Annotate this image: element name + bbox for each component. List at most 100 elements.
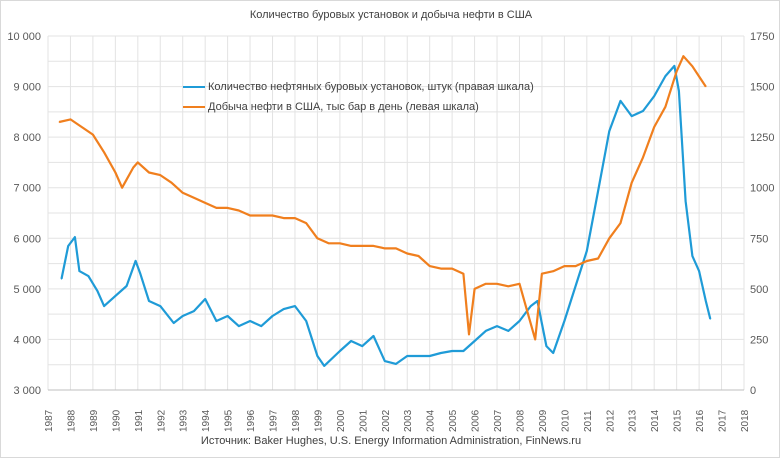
data-point-production — [283, 217, 285, 219]
data-point-production — [451, 268, 453, 270]
data-point-rigs — [597, 190, 599, 192]
data-point-rigs — [485, 330, 487, 332]
legend-swatch-production — [183, 106, 205, 108]
data-point-rigs — [563, 320, 565, 322]
x-tick-label: 1992 — [156, 409, 167, 432]
data-point-rigs — [78, 270, 81, 272]
x-tick-label: 2004 — [426, 409, 437, 432]
data-point-production — [249, 214, 251, 217]
y-right-tick-label: 500 — [750, 284, 768, 296]
data-point-production — [339, 242, 341, 244]
x-tick-label: 2001 — [358, 409, 369, 432]
data-point-rigs — [103, 305, 105, 307]
series-line-production — [58, 55, 707, 341]
data-point-production — [227, 207, 229, 209]
data-point-production — [114, 171, 116, 174]
data-point-rigs — [653, 95, 655, 97]
data-point-production — [305, 222, 307, 224]
data-point-production — [496, 283, 498, 285]
data-point-rigs — [249, 320, 251, 322]
data-point-production — [406, 252, 408, 255]
data-point-rigs — [518, 320, 521, 322]
data-point-rigs — [227, 315, 229, 317]
x-tick-label: 2011 — [583, 410, 594, 432]
data-point-rigs — [87, 275, 90, 277]
data-point-production — [653, 126, 655, 128]
data-point-production — [238, 209, 240, 212]
x-tick-label: 2003 — [403, 409, 414, 432]
x-tick-label: 2006 — [471, 409, 482, 432]
x-tick-label: 2018 — [740, 409, 751, 432]
data-point-rigs — [642, 110, 644, 112]
source-note: Источник: Baker Hughes, U.S. Energy Info… — [200, 435, 582, 447]
y-left-tick-label: 3 000 — [13, 385, 41, 397]
data-point-production — [682, 55, 684, 57]
data-point-rigs — [125, 285, 128, 287]
y-right-tick-label: 1250 — [750, 132, 774, 144]
data-point-production — [468, 333, 470, 335]
data-point-rigs — [114, 295, 116, 297]
data-point-production — [541, 273, 543, 275]
data-point-rigs — [350, 340, 352, 342]
x-tick-label: 2009 — [538, 409, 549, 432]
x-tick-label: 1987 — [44, 409, 55, 432]
data-point-rigs — [552, 352, 554, 354]
data-point-rigs — [451, 350, 453, 352]
data-point-production — [507, 285, 509, 287]
data-point-rigs — [406, 355, 408, 357]
data-point-production — [473, 288, 476, 290]
data-point-rigs — [283, 308, 285, 310]
data-point-rigs — [148, 300, 150, 302]
data-point-production — [462, 273, 464, 275]
data-point-production — [316, 237, 319, 239]
data-point-rigs — [139, 272, 141, 274]
data-point-rigs — [705, 300, 707, 302]
data-point-production — [361, 245, 363, 247]
x-tick-label: 2014 — [650, 409, 661, 432]
data-point-rigs — [173, 322, 175, 324]
x-tick-label: 2012 — [605, 409, 616, 432]
y-right-tick-label: 250 — [750, 334, 768, 346]
data-point-production — [132, 166, 134, 169]
data-point-production — [81, 126, 83, 128]
chart-title: Количество буровых установок и добыча не… — [249, 9, 533, 21]
data-point-rigs — [60, 278, 63, 280]
data-point-rigs — [305, 320, 307, 322]
data-point-rigs — [698, 270, 700, 272]
data-point-rigs — [361, 345, 363, 347]
data-point-production — [619, 222, 622, 224]
data-point-rigs — [215, 320, 217, 322]
legend: Количество нефтяных буровых установок, ш… — [183, 77, 534, 117]
data-point-rigs — [575, 285, 577, 287]
data-point-rigs — [204, 298, 206, 300]
data-point-production — [705, 85, 707, 88]
x-tick-label: 2002 — [381, 409, 392, 432]
data-point-production — [563, 265, 565, 267]
data-point-rigs — [673, 65, 676, 67]
y-left-tick-label: 9 000 — [13, 82, 41, 94]
x-tick-label: 1996 — [246, 409, 257, 432]
data-point-rigs — [631, 115, 633, 117]
data-point-production — [518, 283, 521, 285]
data-point-rigs — [74, 236, 76, 238]
data-point-rigs — [193, 310, 195, 312]
data-point-production — [429, 265, 431, 267]
data-point-production — [534, 338, 536, 341]
y-left-tick-label: 5 000 — [13, 284, 41, 296]
y-left-tick-label: 4 000 — [13, 334, 41, 346]
data-point-rigs — [67, 245, 69, 247]
data-point-production — [608, 237, 610, 239]
x-tick-label: 2007 — [493, 409, 504, 432]
series-line-rigs — [60, 64, 712, 367]
x-tick-label: 2010 — [560, 409, 571, 432]
data-point-production — [121, 187, 123, 189]
data-point-production — [215, 207, 217, 209]
x-tick-label: 2005 — [448, 409, 459, 432]
data-point-production — [328, 242, 330, 244]
y-right-tick-label: 750 — [750, 233, 768, 245]
x-tick-label: 1989 — [89, 409, 100, 432]
x-tick-label: 1995 — [224, 409, 235, 432]
y-left-tick-label: 6 000 — [13, 233, 41, 245]
data-point-production — [552, 270, 554, 272]
